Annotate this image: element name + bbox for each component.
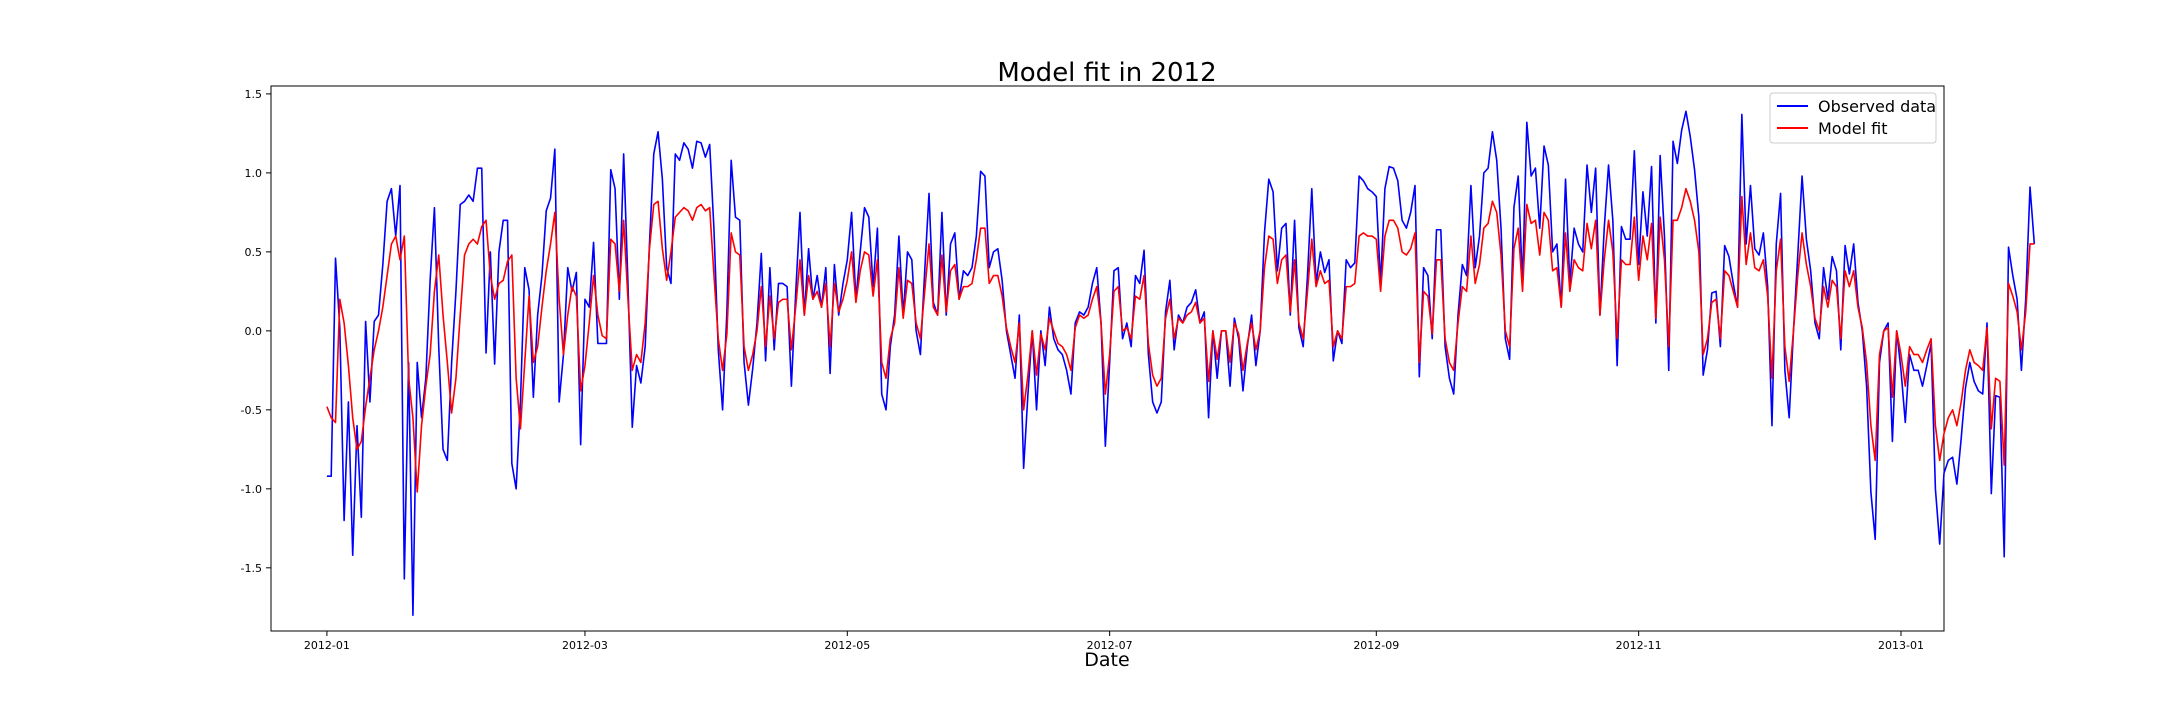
x-tick-label: 2012-11 <box>1616 639 1662 652</box>
x-tick-label: 2012-03 <box>562 639 608 652</box>
x-tick-label: 2012-05 <box>824 639 870 652</box>
legend-label-model: Model fit <box>1818 119 1887 138</box>
legend: Observed data Model fit <box>1769 92 1937 144</box>
plot-area <box>270 85 2036 632</box>
y-tick-label: 0.0 <box>245 325 263 338</box>
x-tick-label: 2012-09 <box>1353 639 1399 652</box>
y-tick-label: 0.5 <box>245 246 263 259</box>
y-tick-label: -1.0 <box>241 483 262 496</box>
x-axis: 2012-01 2012-03 2012-05 2012-07 2012-09 2012-… <box>304 631 1924 652</box>
series-layer <box>326 110 2036 617</box>
y-tick-label: 1.5 <box>245 88 263 101</box>
y-tick-label: -0.5 <box>241 404 262 417</box>
x-axis-label: Date <box>1084 649 1129 671</box>
plot-frame <box>270 85 1945 632</box>
y-tick-label: 1.0 <box>245 167 263 180</box>
legend-label-observed: Observed data <box>1818 97 1936 116</box>
x-tick-label: 2013-01 <box>1878 639 1924 652</box>
x-tick-label: 2012-07 <box>1087 639 1133 652</box>
model-fit-line <box>326 187 2035 493</box>
x-tick-label: 2012-01 <box>304 639 350 652</box>
chart-title: Model fit in 2012 <box>997 58 1216 88</box>
legend-box <box>1769 92 1937 144</box>
y-axis: 1.5 1.0 0.5 0.0 -0.5 -1.0 -1.5 <box>241 88 271 575</box>
observed-data-line <box>326 110 2036 617</box>
y-tick-label: -1.5 <box>241 562 262 575</box>
